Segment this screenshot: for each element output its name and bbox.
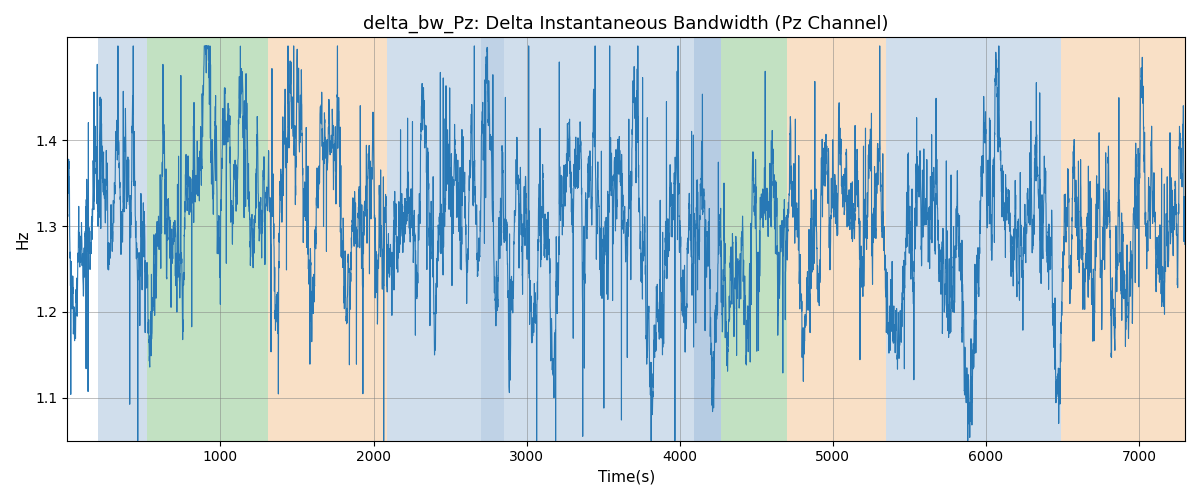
Bar [887,38,1061,440]
Bar [694,38,721,440]
X-axis label: Time(s): Time(s) [598,470,655,485]
Bar [1061,38,1184,440]
Bar [388,38,481,440]
Title: delta_bw_Pz: Delta Instantaneous Bandwidth (Pz Channel): delta_bw_Pz: Delta Instantaneous Bandwid… [364,15,889,34]
Bar [268,38,388,440]
Bar [481,38,504,440]
Bar [787,38,887,440]
Y-axis label: Hz: Hz [16,230,30,249]
Bar [98,38,148,440]
Bar [721,38,787,440]
Bar [148,38,268,440]
Bar [504,38,694,440]
